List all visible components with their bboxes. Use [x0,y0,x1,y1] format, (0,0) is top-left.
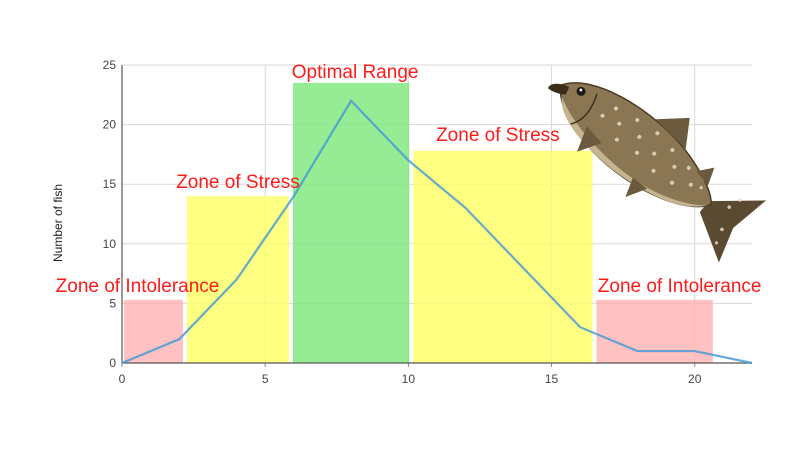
y-tick-label: 0 [109,356,116,370]
zone-bars [124,82,713,363]
fish-icon [547,82,767,263]
axes: 0 5 10 15 20 25 0 5 10 15 20 [103,58,752,386]
zone-bar [413,150,593,363]
y-tick-label: 15 [103,177,117,191]
y-axis-label: Number of fish [51,184,65,262]
y-tick-label: 25 [103,58,117,72]
zone-label: Zone of Intolerance [598,276,762,297]
y-tick-label: 10 [103,237,117,251]
zone-label: Zone of Intolerance [56,276,220,297]
x-tick-label: 15 [545,372,559,386]
x-tick-label: 20 [688,372,702,386]
series-line-path [121,98,753,365]
zone-bar [187,196,289,363]
x-tick-label: 10 [402,372,416,386]
zone-bar [124,299,183,363]
x-tick-label: 5 [262,372,269,386]
x-tick-label: 0 [119,372,126,386]
series-line [121,98,753,365]
zone-label: Zone of Stress [176,172,300,193]
y-tick-label: 20 [103,118,117,132]
zone-bar [596,299,713,363]
zone-labels: Zone of Intolerance Zone of Stress Optimal… [56,62,762,297]
zone-bar [292,82,410,363]
zone-label: Zone of Stress [436,125,560,146]
y-tick-label: 5 [109,296,116,310]
zone-label: Optimal Range [292,62,419,83]
